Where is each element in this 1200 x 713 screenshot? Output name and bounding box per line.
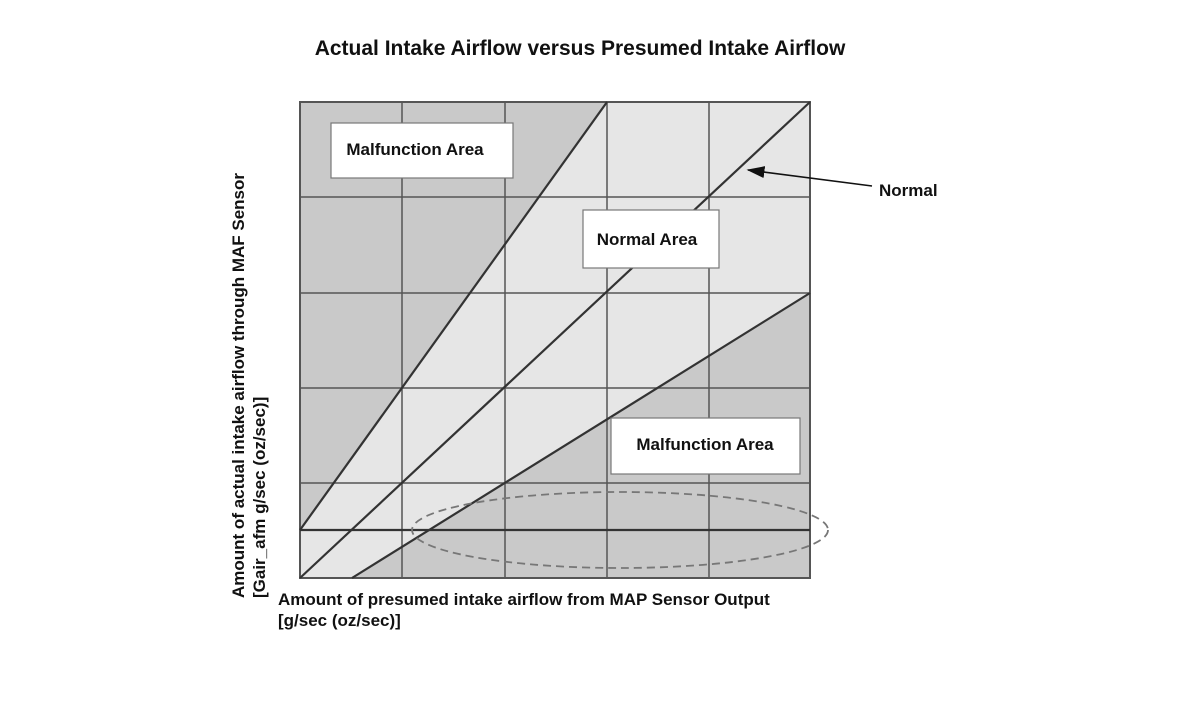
normal-line	[299, 101, 811, 579]
title: Actual Intake Airflow versus Presumed In…	[315, 37, 846, 60]
upper-limit-line	[299, 101, 608, 531]
y-axis-label-group: Amount of actual intake airflow through …	[229, 173, 269, 598]
dashed-ellipse	[411, 491, 829, 569]
annotation-arrow	[746, 166, 873, 187]
area-label: Normal Area	[597, 230, 698, 249]
area-box	[330, 122, 514, 179]
area-box	[610, 417, 801, 475]
plot-frame	[299, 101, 811, 579]
grid	[300, 102, 810, 578]
x-axis-label: [g/sec (oz/sec)]	[278, 611, 401, 630]
x-axis-label: Amount of presumed intake airflow from M…	[278, 590, 770, 609]
annotation: Normal	[879, 181, 938, 200]
y-axis-label: [Gair_afm g/sec (oz/sec)]	[250, 397, 269, 598]
area-label: Malfunction Area	[636, 435, 774, 454]
area-box	[582, 209, 720, 269]
area-label: Malfunction Area	[346, 140, 484, 159]
y-axis-label: Amount of actual intake airflow through …	[229, 173, 248, 598]
